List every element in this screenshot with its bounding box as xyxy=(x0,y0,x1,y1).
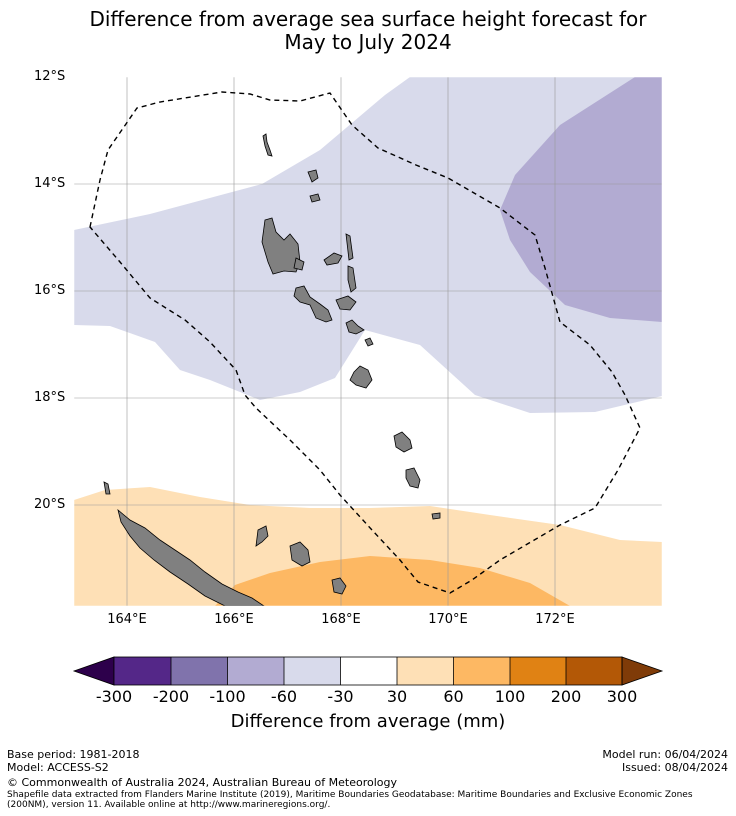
copyright-text: © Commonwealth of Australia 2024, Austra… xyxy=(7,776,397,789)
island-ambae xyxy=(323,252,343,266)
lat-label-12S: 12°S xyxy=(34,69,66,84)
island-lifou xyxy=(289,541,311,567)
chart-title-line-2: May to July 2024 xyxy=(284,30,452,54)
island-shepherd xyxy=(364,337,374,347)
colorbar-tick: -100 xyxy=(209,687,246,706)
colorbar-tick: -30 xyxy=(327,687,354,706)
model-run-text: Model run: 06/04/2024 xyxy=(602,748,728,761)
graticule xyxy=(74,77,662,606)
issued-text: Issued: 08/04/2024 xyxy=(621,761,728,774)
contour-positive-60-to-100 xyxy=(215,556,570,606)
island-epi xyxy=(345,319,365,335)
colorbar-tick: -300 xyxy=(95,687,133,706)
colorbar-dividers xyxy=(170,657,567,685)
contour-negative-30-to-60 xyxy=(74,77,662,413)
colorbar-bin-7 xyxy=(453,657,510,685)
colorbar xyxy=(72,656,664,686)
colorbar-extend-low xyxy=(72,656,115,686)
island-tanna xyxy=(405,467,421,489)
contour-positive-30-to-60 xyxy=(74,487,662,606)
colorbar-bin-4 xyxy=(284,657,341,685)
island-malakula xyxy=(293,285,333,323)
lon-label-172E: 172°E xyxy=(535,612,575,627)
map-area xyxy=(74,77,662,606)
island-maewo xyxy=(345,233,354,261)
colorbar-bin-1 xyxy=(114,657,171,685)
colorbar-outline xyxy=(113,656,623,686)
island-vanua-lava xyxy=(309,193,321,203)
island-pentecost xyxy=(347,265,357,293)
colorbar-tick: -60 xyxy=(270,687,298,706)
eez-boundary xyxy=(89,91,641,594)
colorbar-bin-3 xyxy=(227,657,284,685)
island-efate xyxy=(349,365,373,389)
colorbar-tick: -200 xyxy=(152,687,190,706)
map-frame xyxy=(73,76,663,607)
contour-negative-60-to-100 xyxy=(500,77,662,322)
island-ambrym xyxy=(335,295,357,311)
lat-label-14S: 14°S xyxy=(34,176,66,191)
island-erromango xyxy=(393,431,413,453)
colorbar-tick: 200 xyxy=(550,687,582,706)
lat-label-18S: 18°S xyxy=(34,390,66,405)
colorbar-tick: 300 xyxy=(606,687,638,706)
island-gaua xyxy=(307,169,319,183)
colorbar-extend-high xyxy=(621,656,664,686)
lon-label-168E: 168°E xyxy=(321,612,361,627)
island-grande-terre xyxy=(117,508,265,606)
model-text: Model: ACCESS-S2 xyxy=(7,761,109,774)
lon-label-164E: 164°E xyxy=(107,612,147,627)
colorbar-tick: 30 xyxy=(386,687,408,706)
island-malo xyxy=(293,257,305,271)
colorbar-tick: 60 xyxy=(443,687,464,706)
island-torres xyxy=(262,133,273,157)
colorbar-bin-8 xyxy=(510,657,566,685)
lat-label-20S: 20°S xyxy=(34,497,66,512)
land-vanuatu xyxy=(261,133,441,520)
shapefile-credit-line-1: Shapefile data extracted from Flanders M… xyxy=(7,790,693,800)
land-new-caledonia xyxy=(103,481,347,606)
chart-title-line-1: Difference from average sea surface heig… xyxy=(89,7,647,31)
colorbar-bin-9 xyxy=(566,657,622,685)
lon-label-170E: 170°E xyxy=(428,612,468,627)
lon-label-166E: 166°E xyxy=(214,612,254,627)
colorbar-bin-6 xyxy=(397,657,454,685)
colorbar-bin-5 xyxy=(340,657,397,685)
colorbar-tick: 100 xyxy=(494,687,526,706)
base-period-text: Base period: 1981-2018 xyxy=(7,748,140,761)
colorbar-bin-2 xyxy=(171,657,228,685)
island-aneityum xyxy=(431,512,441,520)
island-ouvea xyxy=(255,525,269,547)
shapefile-credit-line-2: (200NM), version 11. Available online at… xyxy=(7,800,331,810)
island-belep xyxy=(103,481,111,495)
colorbar-label: Difference from average (mm) xyxy=(230,711,506,732)
island-mare xyxy=(331,577,347,595)
lat-label-16S: 16°S xyxy=(34,283,66,298)
